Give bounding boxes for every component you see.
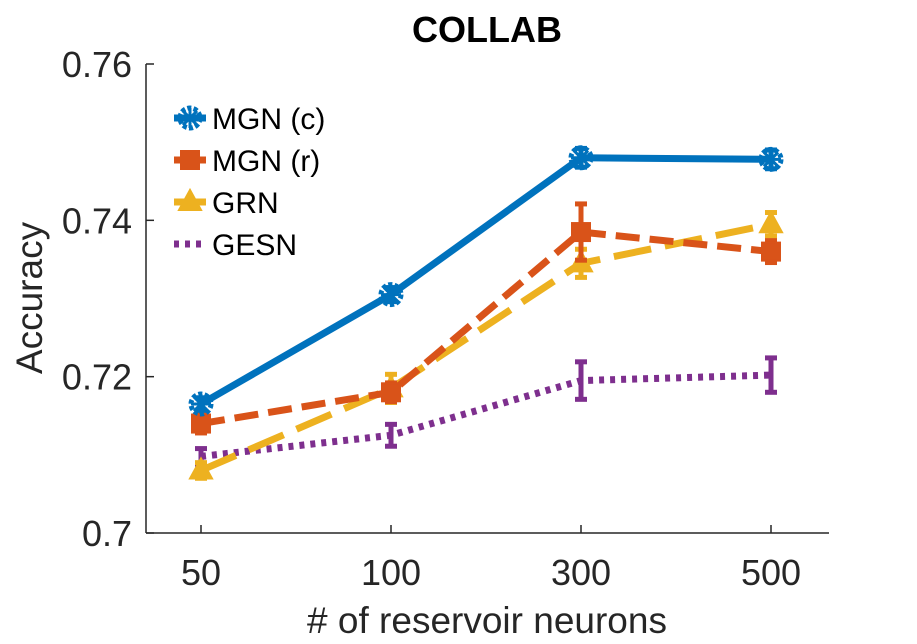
- error-bar: [765, 355, 777, 395]
- data-point: [758, 210, 784, 234]
- legend-item: MGN (c): [174, 103, 325, 136]
- series-mgn-r: [191, 201, 781, 436]
- x-tick-label: 500: [741, 552, 801, 593]
- y-tick-label: 0.74: [62, 200, 132, 241]
- chart-title: COLLAB: [412, 9, 562, 50]
- series-line: [199, 220, 772, 474]
- x-tick-label: 50: [181, 552, 221, 593]
- x-tick-label: 300: [551, 552, 611, 593]
- y-tick-label: 0.76: [62, 44, 132, 85]
- series-gesn: [195, 355, 777, 467]
- y-axis-label: Accuracy: [9, 221, 50, 374]
- y-tick-label: 0.72: [62, 357, 132, 398]
- legend-label: MGN (c): [212, 103, 325, 136]
- legend-label: GESN: [212, 229, 297, 262]
- data-point: [758, 146, 784, 172]
- axes: 0.7 0.72 0.74 0.76 50 100 300 500: [62, 44, 829, 593]
- error-bar: [385, 421, 397, 449]
- x-tick-label: 100: [361, 552, 421, 593]
- legend-item: GRN: [174, 187, 279, 220]
- series-line: [200, 228, 772, 428]
- data-point: [188, 391, 214, 417]
- series-line: [199, 154, 772, 408]
- data-point: [378, 282, 404, 308]
- error-bar: [575, 359, 587, 402]
- legend-label: MGN (r): [212, 145, 320, 178]
- data-point: [188, 456, 214, 480]
- data-point: [571, 222, 591, 243]
- y-tick-label: 0.7: [82, 513, 132, 554]
- legend: MGN (c) MGN (r) GRN GESN: [174, 103, 325, 262]
- data-point: [180, 150, 200, 170]
- legend-label: GRN: [212, 187, 279, 220]
- series-line: [200, 371, 772, 460]
- data-point: [761, 241, 781, 262]
- series-mgn-c: [188, 145, 784, 417]
- data-point: [191, 413, 211, 434]
- series-layer: [188, 145, 784, 481]
- legend-item: GESN: [174, 229, 297, 262]
- legend-item: MGN (r): [174, 145, 320, 178]
- data-point: [568, 145, 594, 171]
- data-point: [177, 105, 203, 131]
- data-point: [177, 187, 203, 211]
- x-axis-label: # of reservoir neurons: [307, 600, 667, 641]
- data-point: [381, 382, 401, 403]
